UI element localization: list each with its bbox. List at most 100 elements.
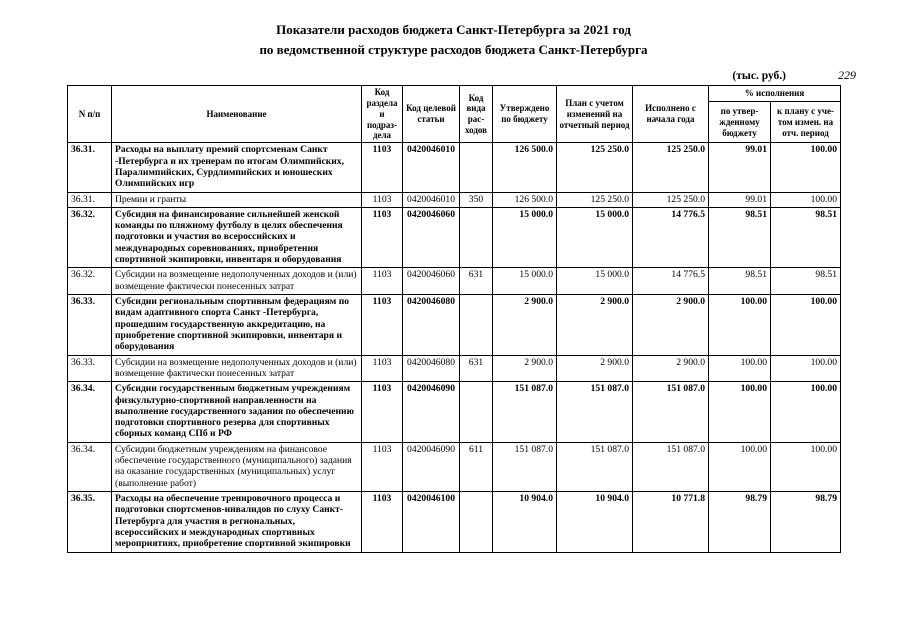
row-plan: 15 000.0: [556, 267, 633, 296]
row-name: Субсидии на возмещение недополученных до…: [111, 354, 362, 383]
row-executed: 151 087.0: [632, 381, 709, 443]
col-header-plan: План с учетом изменений на отчетный пери…: [556, 85, 633, 144]
row-type-code: 611: [459, 441, 493, 493]
col-header-target-code: Код целевой статьи: [402, 85, 460, 144]
row-executed: 125 250.0: [632, 142, 709, 193]
table-body: 36.31. Расходы на выплату премий спортсм…: [67, 142, 841, 553]
table-row: 36.32. Субсидия на финансирование сильне…: [67, 206, 841, 269]
col-header-approved: Утверждено по бюджету: [492, 85, 557, 144]
row-name: Расходы на выплату премий спортсменам Са…: [111, 142, 362, 193]
row-target-code: 0420046080: [402, 354, 460, 383]
row-type-code: [459, 491, 493, 553]
row-section-code: 1103: [361, 206, 403, 269]
row-pct-plan: 98.51: [770, 267, 841, 296]
page-title: Показатели расходов бюджета Санкт-Петерб…: [67, 20, 840, 60]
row-approved: 151 087.0: [492, 441, 557, 493]
table-row: 36.34. Субсидии бюджетным учреждениям на…: [67, 441, 841, 493]
table-row: 36.31. Расходы на выплату премий спортсм…: [67, 142, 841, 193]
title-line-2: по ведомственной структуре расходов бюдж…: [259, 42, 648, 58]
row-section-code: 1103: [361, 441, 403, 493]
row-name: Субсидии государственным бюджетным учреж…: [111, 381, 362, 443]
row-pct-plan: 100.00: [770, 294, 841, 356]
row-pct-plan: 100.00: [770, 354, 841, 383]
row-name: Субсидии на возмещение недополученных до…: [111, 267, 362, 296]
row-pct-approved: 98.79: [708, 491, 771, 553]
row-approved: 2 900.0: [492, 354, 557, 383]
row-target-code: 0420046100: [402, 491, 460, 553]
row-approved: 10 904.0: [492, 491, 557, 553]
row-plan: 10 904.0: [556, 491, 633, 553]
row-target-code: 0420046090: [402, 441, 460, 493]
row-num: 36.33.: [67, 294, 112, 356]
row-num: 36.31.: [67, 142, 112, 193]
row-target-code: 0420046010: [402, 191, 460, 208]
row-name: Субсидии региональным спортивным федерац…: [111, 294, 362, 356]
row-section-code: 1103: [361, 267, 403, 296]
row-pct-plan: 100.00: [770, 441, 841, 493]
row-num: 36.32.: [67, 206, 112, 269]
row-name: Субсидии бюджетным учреждениям на финанс…: [111, 441, 362, 493]
row-num: 36.31.: [67, 191, 112, 208]
row-plan: 2 900.0: [556, 354, 633, 383]
row-executed: 2 900.0: [632, 294, 709, 356]
row-pct-plan: 100.00: [770, 381, 841, 443]
row-num: 36.34.: [67, 381, 112, 443]
col-header-num: N п/п: [67, 85, 112, 144]
row-section-code: 1103: [361, 381, 403, 443]
row-section-code: 1103: [361, 354, 403, 383]
row-target-code: 0420046060: [402, 206, 460, 269]
row-pct-plan: 98.51: [770, 206, 841, 269]
row-pct-approved: 99.01: [708, 142, 771, 193]
col-header-section-code: Код раздела и подраз-дела: [361, 85, 403, 144]
row-target-code: 0420046090: [402, 381, 460, 443]
row-executed: 2 900.0: [632, 354, 709, 383]
row-pct-plan: 100.00: [770, 142, 841, 193]
row-section-code: 1103: [361, 142, 403, 193]
table-header: N п/п Наименование Код раздела и подраз-…: [67, 85, 841, 144]
table-row: 36.33. Субсидии региональным спортивным …: [67, 294, 841, 356]
row-num: 36.35.: [67, 491, 112, 553]
table-row: 36.35. Расходы на обеспечение тренировоч…: [67, 491, 841, 553]
row-approved: 15 000.0: [492, 206, 557, 269]
row-type-code: 631: [459, 354, 493, 383]
row-approved: 15 000.0: [492, 267, 557, 296]
row-pct-approved: 100.00: [708, 441, 771, 493]
col-header-executed: Исполнено с начала года: [632, 85, 709, 144]
row-type-code: [459, 142, 493, 193]
units-note: (тыс. руб.): [732, 70, 786, 83]
row-plan: 125 250.0: [556, 191, 633, 208]
row-name: Расходы на обеспечение тренировочного пр…: [111, 491, 362, 553]
row-approved: 151 087.0: [492, 381, 557, 443]
table-row: 36.31. Премии и гранты 1103 0420046010 3…: [67, 191, 841, 208]
row-plan: 15 000.0: [556, 206, 633, 269]
table-row: 36.32. Субсидии на возмещение недополуче…: [67, 267, 841, 296]
row-plan: 2 900.0: [556, 294, 633, 356]
page-number: 229: [838, 68, 856, 83]
document-page: Показатели расходов бюджета Санкт-Петерб…: [67, 20, 856, 553]
col-header-pct-plan: к плану с уче-том измен. на отч. период: [770, 101, 841, 144]
row-executed: 14 776.5: [632, 267, 709, 296]
row-pct-approved: 100.00: [708, 381, 771, 443]
col-header-pct-group: % исполнения: [708, 85, 841, 103]
row-executed: 14 776.5: [632, 206, 709, 269]
row-name: Субсидия на финансирование сильнейшей же…: [111, 206, 362, 269]
row-plan: 125 250.0: [556, 142, 633, 193]
row-type-code: 350: [459, 191, 493, 208]
row-pct-plan: 98.79: [770, 491, 841, 553]
row-num: 36.32.: [67, 267, 112, 296]
row-executed: 151 087.0: [632, 441, 709, 493]
row-pct-approved: 100.00: [708, 354, 771, 383]
row-section-code: 1103: [361, 191, 403, 208]
row-pct-plan: 100.00: [770, 191, 841, 208]
row-pct-approved: 98.51: [708, 267, 771, 296]
row-plan: 151 087.0: [556, 381, 633, 443]
row-section-code: 1103: [361, 491, 403, 553]
col-header-name: Наименование: [111, 85, 362, 144]
row-plan: 151 087.0: [556, 441, 633, 493]
row-num: 36.33.: [67, 354, 112, 383]
row-type-code: [459, 294, 493, 356]
meta-line: (тыс. руб.) 229: [67, 68, 856, 83]
col-header-pct-approved: по утвер-жденному бюджету: [708, 101, 771, 144]
row-approved: 126 500.0: [492, 142, 557, 193]
row-target-code: 0420046060: [402, 267, 460, 296]
